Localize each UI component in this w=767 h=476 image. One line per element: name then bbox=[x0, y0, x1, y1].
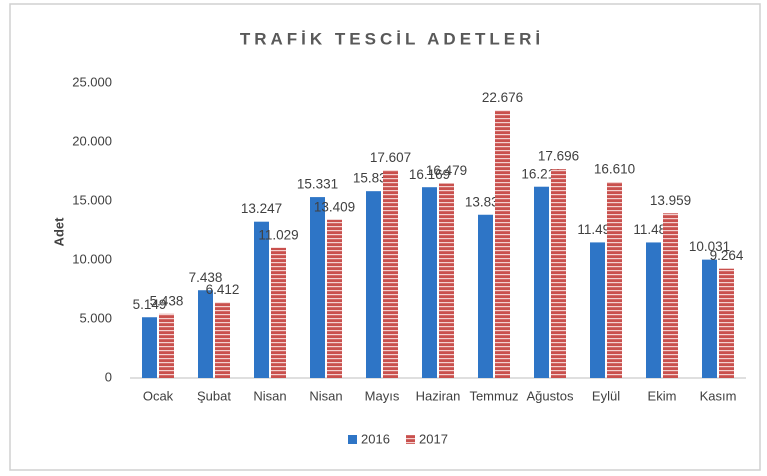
x-tick-label: Haziran bbox=[416, 388, 461, 403]
x-tick-label: Şubat bbox=[197, 388, 231, 403]
value-label: 13.247 bbox=[241, 201, 282, 216]
value-label: 7.438 bbox=[189, 270, 223, 285]
x-tick-label: Eylül bbox=[592, 388, 620, 403]
value-label: 9.264 bbox=[710, 248, 744, 263]
bar bbox=[551, 169, 566, 378]
value-label: 13.409 bbox=[314, 199, 355, 214]
bar bbox=[646, 242, 661, 378]
x-tick-label: Mayıs bbox=[365, 388, 400, 403]
legend-label: 2016 bbox=[361, 431, 390, 446]
value-label: 17.607 bbox=[370, 150, 411, 165]
y-tick-label: 5.000 bbox=[79, 310, 112, 325]
value-label: 11.029 bbox=[258, 227, 298, 242]
value-label: 16.169 bbox=[409, 167, 450, 182]
y-tick-label: 0 bbox=[105, 369, 112, 384]
bar bbox=[198, 290, 213, 378]
y-tick-label: 15.000 bbox=[72, 192, 112, 207]
legend-swatch bbox=[406, 435, 415, 444]
bar bbox=[478, 214, 493, 378]
value-label: 13.959 bbox=[650, 193, 691, 208]
value-label: 5.438 bbox=[150, 293, 184, 308]
bar bbox=[215, 302, 230, 378]
bar bbox=[495, 110, 510, 378]
bar bbox=[383, 170, 398, 378]
chart-title: TRAFİK TESCİL ADETLERİ bbox=[240, 29, 544, 48]
value-label: 6.412 bbox=[206, 282, 240, 297]
bar bbox=[422, 187, 437, 378]
bar bbox=[159, 313, 174, 378]
y-axis-label: Adet bbox=[51, 217, 66, 247]
x-tick-label: Nisan bbox=[253, 388, 286, 403]
value-label: 22.676 bbox=[482, 90, 523, 105]
bar bbox=[719, 268, 734, 378]
x-tick-label: Ağustos bbox=[527, 388, 574, 403]
value-label: 5.149 bbox=[133, 297, 167, 312]
bar bbox=[254, 221, 269, 378]
y-tick-label: 25.000 bbox=[72, 74, 112, 89]
x-tick-label: Nisan bbox=[309, 388, 342, 403]
bar bbox=[702, 259, 717, 378]
value-label: 15.331 bbox=[297, 177, 338, 192]
bar bbox=[534, 186, 549, 378]
x-tick-label: Kasım bbox=[700, 388, 737, 403]
bar bbox=[366, 191, 381, 378]
x-tick-label: Ekim bbox=[648, 388, 677, 403]
y-tick-label: 20.000 bbox=[72, 133, 112, 148]
bar bbox=[327, 219, 342, 378]
legend-label: 2017 bbox=[419, 431, 448, 446]
bar bbox=[663, 213, 678, 378]
bar bbox=[439, 183, 454, 378]
bar bbox=[310, 197, 325, 378]
x-tick-label: Temmuz bbox=[469, 388, 518, 403]
y-tick-label: 10.000 bbox=[72, 251, 112, 266]
legend-swatch bbox=[348, 435, 357, 444]
bar bbox=[271, 247, 286, 378]
x-tick-label: Ocak bbox=[143, 388, 174, 403]
bar bbox=[142, 317, 157, 378]
bar bbox=[607, 182, 622, 378]
value-label: 17.696 bbox=[538, 149, 579, 164]
value-label: 16.479 bbox=[426, 163, 467, 178]
bar bbox=[590, 242, 605, 378]
value-label: 16.610 bbox=[594, 162, 635, 177]
value-label: 10.031 bbox=[689, 239, 730, 254]
